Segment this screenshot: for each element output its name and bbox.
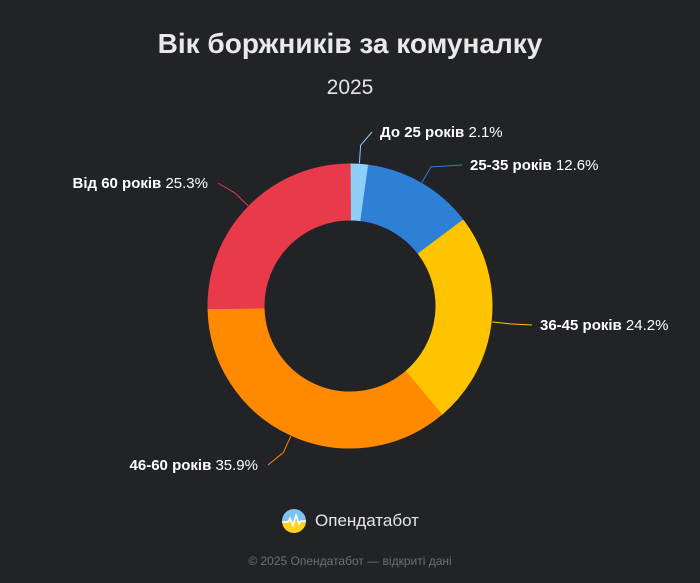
slice-label-category: До 25 років	[380, 124, 468, 141]
slice-label-category: 25-35 років	[470, 157, 556, 174]
donut-slice	[207, 163, 351, 310]
label-leader-line	[358, 131, 373, 164]
slice-label: Від 60 років 25.3%	[73, 175, 208, 192]
brand: Опендатабот	[0, 508, 700, 534]
slice-label: 46-60 років 35.9%	[130, 457, 258, 474]
label-leader-line	[217, 182, 249, 207]
slice-label-value: 2.1%	[468, 124, 502, 141]
footer-copyright: © 2025 Опендатабот — відкриті дані	[248, 554, 452, 568]
slice-label-value: 35.9%	[215, 457, 258, 474]
slice-label: До 25 років 2.1%	[380, 124, 503, 141]
label-leader-line	[267, 435, 292, 466]
chart-subtitle: 2025	[326, 76, 374, 99]
donut-slice	[360, 164, 464, 255]
label-leader-line	[421, 164, 463, 183]
slice-label-value: 24.2%	[626, 317, 669, 334]
opendatabot-logo-icon	[282, 509, 307, 533]
slice-label-category: 46-60 років	[130, 457, 216, 474]
chart-title: Вік боржників за комуналку	[157, 28, 543, 59]
slice-label-value: 25.3%	[165, 175, 208, 192]
slice-label-category: Від 60 років	[73, 175, 166, 192]
slice-label-value: 12.6%	[556, 157, 599, 174]
donut-slice	[207, 306, 442, 449]
donut-slice	[404, 220, 493, 415]
slice-label: 25-35 років 12.6%	[470, 157, 598, 174]
label-leader-line	[492, 321, 533, 326]
slice-label: 36-45 років 24.2%	[540, 317, 668, 334]
slice-label-category: 36-45 років	[540, 317, 626, 334]
brand-name: Опендатабот	[315, 511, 419, 530]
